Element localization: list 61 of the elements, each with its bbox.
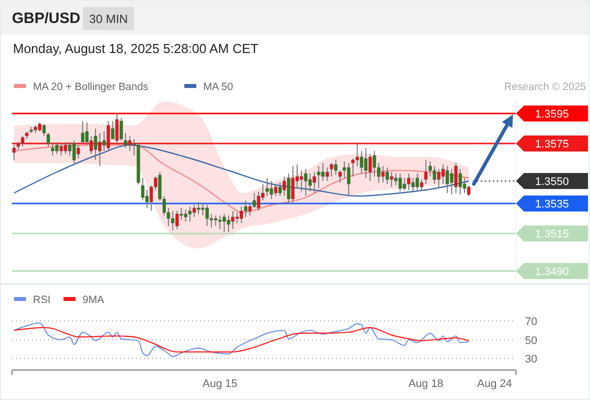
legend-label: RSI [33,294,51,306]
y-tick-label: 1.3595 [535,108,569,120]
candlestick [240,206,244,224]
candlestick [300,170,304,192]
y-tick-label: 1.3490 [535,266,569,278]
candlestick [218,215,222,230]
chart-title: GBP/USD [12,10,81,27]
candlestick [432,166,436,184]
candlestick [205,204,209,226]
candlestick [424,160,428,184]
candlestick [321,162,325,182]
candlestick [55,142,59,154]
y-tick-label: 1.3535 [535,198,569,210]
candlestick [46,132,50,147]
text: 30 MIN [89,12,128,26]
y-tick-label: 1.3515 [535,228,569,240]
candlestick [248,203,252,216]
candlestick [368,154,372,182]
y-tick-label: 1.3575 [535,138,569,150]
candlestick [420,179,424,190]
x-tick-label: Aug 15 [202,378,238,390]
candlestick [196,202,200,214]
candlestick [42,124,46,136]
x-tick-label: Aug 24 [477,378,512,390]
candlestick [291,166,295,204]
candlestick [94,128,98,160]
candlestick [50,143,54,156]
candlestick [72,140,76,164]
y-tick-label: 70 [525,316,538,328]
candlestick [270,180,274,200]
candlestick [184,209,188,222]
candlestick [390,172,394,188]
candlestick [411,178,415,192]
chart-subtitle: Monday, August 18, 2025 5:28:00 AM CET [13,41,259,56]
candlestick [188,206,192,222]
candlestick [330,162,334,177]
y-tick-label: 1.3550 [535,176,569,188]
candlestick [278,182,282,196]
x-tick-label: Aug 18 [408,378,444,390]
legend-label: MA 20 + Bollinger Bands [33,81,148,93]
candlestick [235,212,239,224]
legend-label: MA 50 [203,81,234,93]
candlestick [372,150,376,177]
y-tick-label: 50 [525,334,538,347]
candlestick [256,191,260,212]
candlestick [360,150,364,174]
candlestick [308,173,312,192]
candlestick [441,164,445,184]
candlestick [381,166,385,183]
line-series [13,322,470,358]
candlestick [175,210,179,230]
candlestick [226,215,230,232]
y-tick-label: 30 [525,354,538,366]
text: Research © 2025 [504,81,586,93]
candlestick [454,162,458,194]
candlestick [316,166,320,189]
candlestick [286,173,290,204]
candlestick [402,178,406,190]
line-series [13,327,470,352]
candlestick [338,170,342,183]
legend-label: 9MA [82,294,104,306]
